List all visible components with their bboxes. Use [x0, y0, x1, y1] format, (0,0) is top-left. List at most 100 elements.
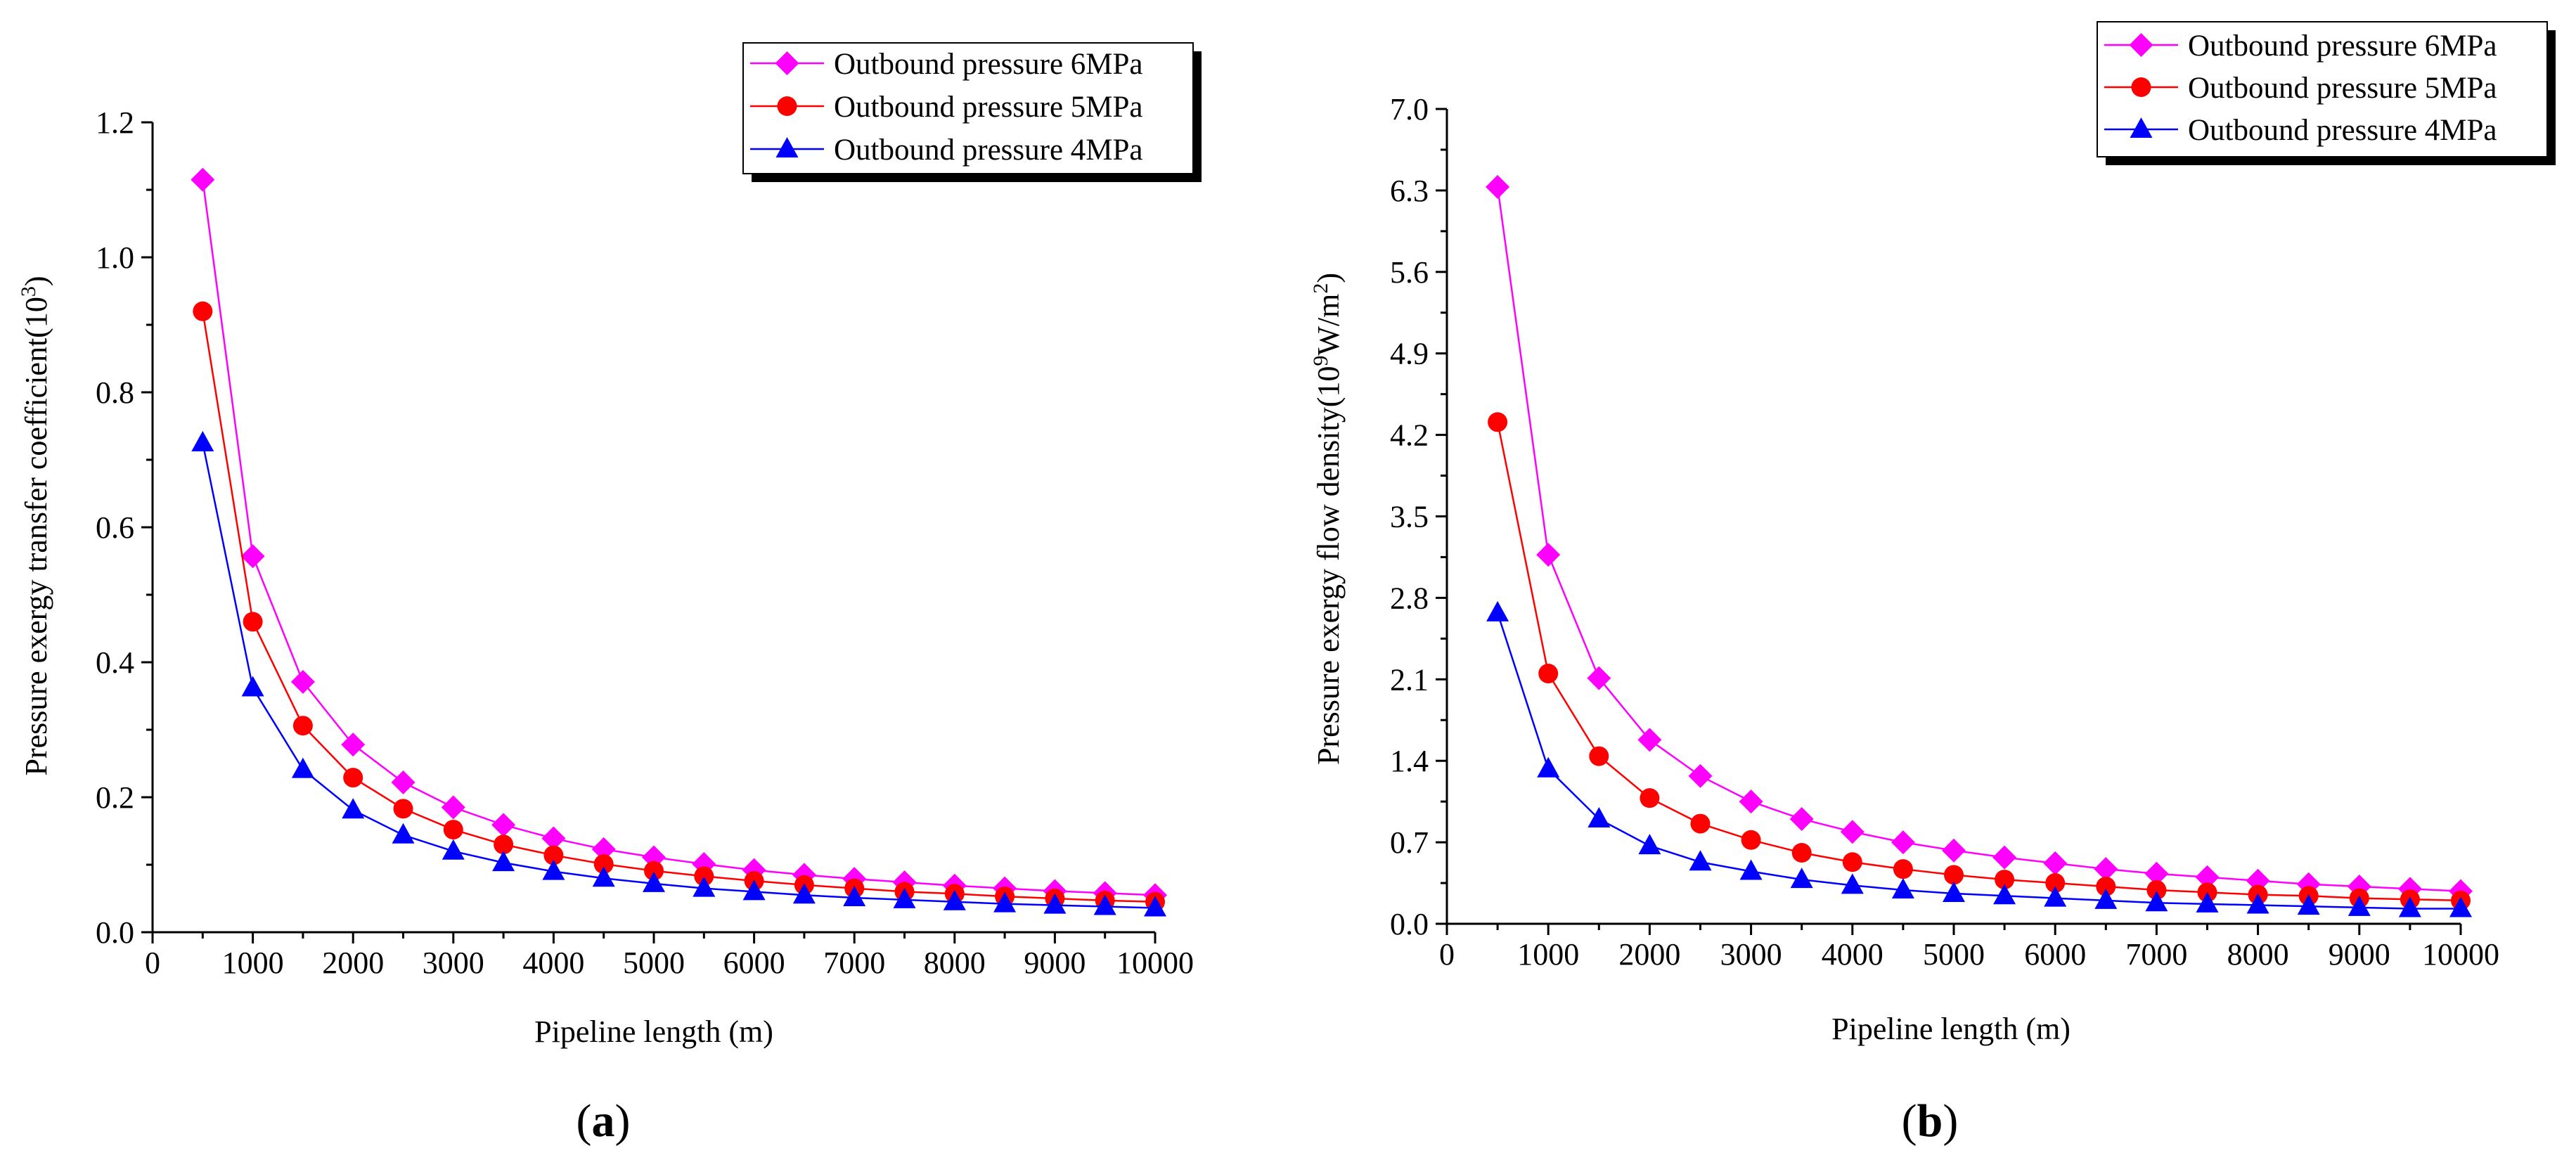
circle-marker-2: [292, 716, 313, 736]
triangle-marker-19: [1144, 896, 1166, 917]
diamond-marker-15: [2246, 868, 2270, 893]
x-tick-label: 7000: [823, 946, 885, 980]
legend-entry: Outbound pressure 4MPa: [2104, 114, 2497, 147]
triangle-marker-9: [1943, 881, 1965, 902]
series-circle: [1488, 412, 2471, 910]
x-tick-label: 9000: [2329, 937, 2390, 972]
diamond-marker-3: [1637, 728, 1662, 752]
y-tick-label: 1.2: [96, 105, 134, 140]
y-tick-label: 7.0: [1390, 92, 1429, 127]
x-tick-label: 3000: [1720, 937, 1782, 972]
legend-label: Outbound pressure 4MPa: [2188, 114, 2497, 147]
y-tick-label: 0.7: [1390, 825, 1429, 860]
triangle-marker-17: [1043, 893, 1067, 914]
legend-entry: Outbound pressure 6MPa: [750, 48, 1143, 81]
legend-label: Outbound pressure 6MPa: [2188, 30, 2497, 63]
x-tick-label: 2000: [322, 946, 384, 980]
x-tick-label: 7000: [2125, 937, 2187, 972]
circle-marker-6: [1791, 843, 1812, 863]
circle-marker-9: [1944, 865, 1964, 885]
y-tick-label: 4.2: [1390, 418, 1429, 453]
circle-marker-10: [1995, 870, 2015, 890]
triangle-marker-14: [2196, 891, 2219, 913]
legend-label: Outbound pressure 6MPa: [834, 48, 1143, 81]
y-axis-label-superscript-2: 2: [1309, 283, 1332, 294]
circle-marker-legend: [777, 96, 797, 116]
series-triangle: [191, 431, 1166, 917]
triangle-marker-12: [792, 883, 816, 904]
diamond-marker-11: [2043, 851, 2068, 875]
triangle-marker-19: [2449, 896, 2472, 917]
y-tick-label: 0.0: [96, 915, 134, 950]
diamond-marker-2: [1587, 666, 1611, 690]
triangle-marker-5: [442, 839, 465, 860]
series-line: [202, 179, 1156, 896]
triangle-marker-3: [1638, 834, 1661, 855]
triangle-marker-18: [2398, 896, 2421, 917]
diamond-marker-7: [1840, 820, 1865, 844]
triangle-marker-13: [2145, 891, 2168, 912]
legend-label: Outbound pressure 5MPa: [2188, 72, 2497, 105]
circle-marker-4: [393, 799, 413, 819]
circle-marker-7: [1842, 852, 1862, 872]
x-tick-label: 5000: [1923, 937, 1985, 972]
triangle-marker-8: [592, 866, 615, 887]
triangle-marker-18: [1093, 894, 1116, 915]
series-line: [1496, 612, 2461, 910]
y-axis-label-superscript: 9: [1309, 356, 1332, 366]
triangle-marker-12: [2094, 888, 2118, 909]
triangle-marker-16: [993, 891, 1017, 913]
diamond-marker-9: [1942, 838, 1966, 863]
legend-label: Outbound pressure 4MPa: [834, 134, 1143, 167]
x-tick-label: 1000: [222, 946, 284, 980]
series-triangle: [1486, 600, 2472, 917]
triangle-marker-8: [1891, 877, 1914, 898]
y-tick-label: 1.0: [96, 240, 134, 275]
triangle-marker-0: [191, 431, 214, 451]
y-tick-label: 2.8: [1390, 581, 1429, 615]
diamond-marker-7: [541, 826, 566, 851]
x-axis-label: Pipeline length (m): [534, 1014, 773, 1049]
circle-marker-4: [1690, 813, 1711, 834]
x-tick-label: 10000: [2422, 937, 2499, 972]
y-tick-label: 2.1: [1390, 662, 1429, 697]
triangle-marker-0: [1486, 600, 1509, 621]
diamond-marker-14: [2195, 865, 2220, 889]
panel-label-b: (b): [1902, 1095, 1959, 1147]
triangle-marker-15: [943, 889, 966, 910]
legend-box: [742, 42, 1194, 174]
x-tick-label: 3000: [423, 946, 484, 980]
legend-label: Outbound pressure 5MPa: [834, 91, 1143, 124]
y-tick-label: 6.3: [1390, 174, 1429, 208]
x-tick-label: 6000: [2024, 937, 2086, 972]
diamond-marker-8: [591, 837, 616, 861]
circle-marker-11: [2045, 873, 2066, 894]
diamond-marker-5: [441, 795, 465, 820]
legend-entry: Outbound pressure 5MPa: [750, 91, 1143, 124]
legend-entry: Outbound pressure 4MPa: [750, 134, 1143, 167]
axes: 0.0 0.2 0.4 0.6 0.8 1.0 1.2 0 1000 2000 3000 4000 50…: [96, 105, 1194, 980]
y-tick-label: 4.9: [1390, 337, 1429, 371]
x-tick-label: 6000: [723, 946, 785, 980]
diamond-marker-4: [391, 770, 416, 794]
y-tick-label: 0.2: [96, 780, 134, 815]
triangle-marker-4: [392, 823, 415, 844]
triangle-marker-9: [643, 871, 665, 892]
diamond-marker-6: [1789, 806, 1814, 831]
circle-marker-6: [494, 834, 514, 855]
panel-label-a: (a): [577, 1095, 631, 1147]
triangle-marker-17: [2348, 895, 2371, 916]
legend: Outbound pressure 6MPa Outbound pressure …: [742, 42, 1202, 182]
circle-marker-1: [243, 612, 263, 632]
triangle-marker-2: [291, 757, 314, 778]
legend: Outbound pressure 6MPa Outbound pressure …: [2097, 21, 2556, 165]
y-tick-label: 0.4: [96, 645, 134, 680]
diamond-marker-0: [1486, 174, 1510, 199]
triangle-marker-6: [492, 851, 515, 872]
circle-marker-12: [2096, 877, 2116, 897]
x-tick-label: 1000: [1517, 937, 1579, 972]
circle-marker-5: [443, 820, 463, 840]
y-axis-label-superscript: 3: [17, 286, 40, 297]
diamond-marker-2: [290, 669, 315, 694]
